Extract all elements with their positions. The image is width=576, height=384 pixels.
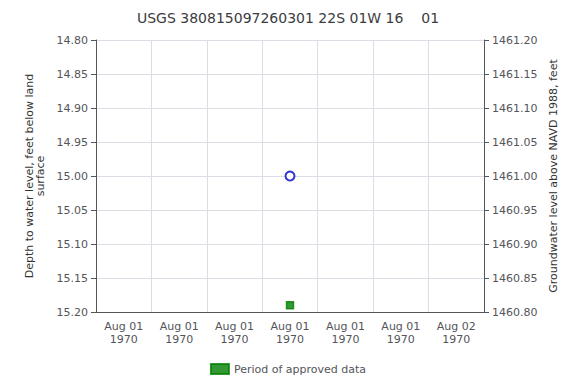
svg-text:1461.05: 1461.05 bbox=[492, 136, 538, 149]
svg-text:Aug 01: Aug 01 bbox=[160, 320, 199, 333]
svg-text:1461.10: 1461.10 bbox=[492, 102, 538, 115]
svg-text:Aug 01: Aug 01 bbox=[326, 320, 365, 333]
svg-text:14.85: 14.85 bbox=[57, 68, 89, 81]
svg-text:Depth to water level, feet bel: Depth to water level, feet below land bbox=[22, 73, 36, 279]
svg-text:Aug 01: Aug 01 bbox=[381, 320, 420, 333]
svg-text:1460.85: 1460.85 bbox=[492, 272, 538, 285]
svg-text:15.20: 15.20 bbox=[57, 306, 89, 319]
svg-text:15.00: 15.00 bbox=[57, 170, 89, 183]
svg-text:1970: 1970 bbox=[276, 333, 304, 346]
svg-text:Aug 01: Aug 01 bbox=[271, 320, 310, 333]
svg-text:14.95: 14.95 bbox=[57, 136, 89, 149]
svg-text:1970: 1970 bbox=[221, 333, 249, 346]
svg-text:1461.20: 1461.20 bbox=[492, 34, 538, 47]
svg-text:1460.80: 1460.80 bbox=[492, 306, 538, 319]
svg-text:1970: 1970 bbox=[165, 333, 193, 346]
svg-text:1970: 1970 bbox=[442, 333, 470, 346]
svg-text:1460.95: 1460.95 bbox=[492, 204, 538, 217]
svg-text:Period of approved data: Period of approved data bbox=[234, 363, 366, 376]
svg-text:1461.15: 1461.15 bbox=[492, 68, 538, 81]
svg-text:Aug 01: Aug 01 bbox=[104, 320, 143, 333]
svg-text:1970: 1970 bbox=[331, 333, 359, 346]
svg-text:1460.90: 1460.90 bbox=[492, 238, 538, 251]
svg-text:15.15: 15.15 bbox=[57, 272, 89, 285]
svg-text:Groundwater level above NAVD 1: Groundwater level above NAVD 1988, feet bbox=[547, 59, 560, 293]
svg-text:1970: 1970 bbox=[387, 333, 415, 346]
svg-text:USGS 380815097260301 22S 01W 1: USGS 380815097260301 22S 01W 16 01 bbox=[137, 10, 439, 26]
svg-text:14.90: 14.90 bbox=[57, 102, 89, 115]
svg-text:1461.00: 1461.00 bbox=[492, 170, 538, 183]
svg-text:surface: surface bbox=[34, 155, 47, 196]
svg-text:14.80: 14.80 bbox=[57, 34, 89, 47]
svg-text:Aug 01: Aug 01 bbox=[215, 320, 254, 333]
svg-text:1970: 1970 bbox=[110, 333, 138, 346]
svg-text:15.05: 15.05 bbox=[57, 204, 89, 217]
svg-text:Aug 02: Aug 02 bbox=[437, 320, 476, 333]
svg-text:15.10: 15.10 bbox=[57, 238, 89, 251]
